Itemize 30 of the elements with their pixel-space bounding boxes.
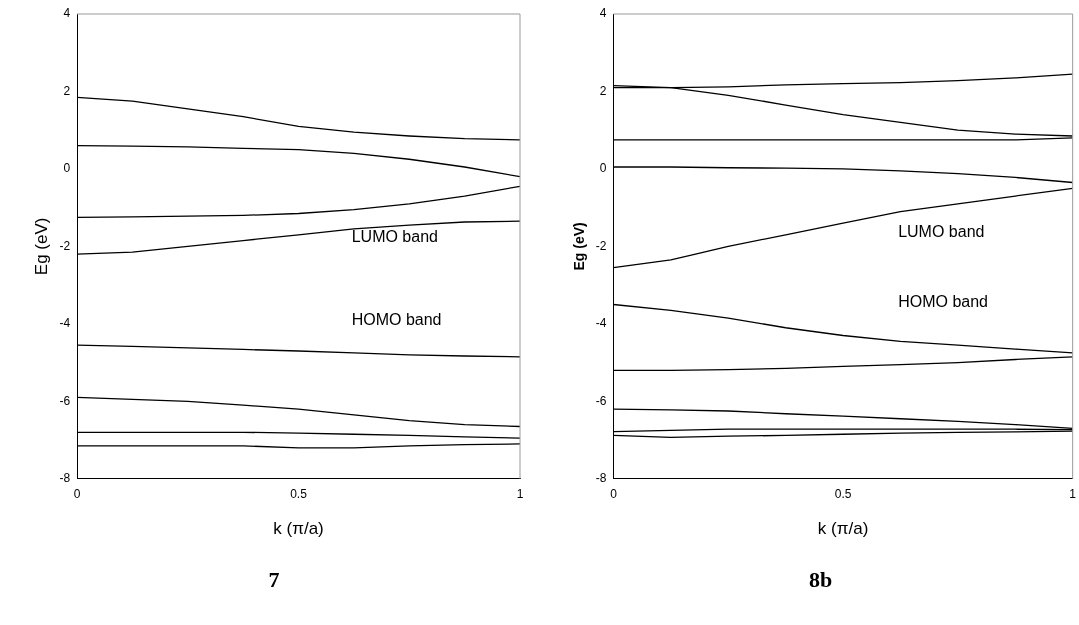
x-axis-title: k (π/a) bbox=[273, 519, 324, 539]
y-tick-label: 4 bbox=[599, 6, 607, 21]
x-tick-label: 0 bbox=[73, 487, 81, 502]
y-tick-label: -4 bbox=[59, 316, 71, 331]
x-tick-label: 1 bbox=[516, 487, 524, 502]
x-tick-label: 0.5 bbox=[834, 487, 852, 502]
y-axis-title: Eg (eV) bbox=[571, 222, 588, 271]
annotation: LUMO band bbox=[898, 222, 985, 240]
y-tick-label: 0 bbox=[63, 161, 71, 176]
x-tick-label: 0.5 bbox=[290, 487, 308, 502]
y-tick-label: -2 bbox=[595, 238, 607, 253]
y-tick-label: 2 bbox=[599, 83, 607, 98]
y-tick-label: -8 bbox=[595, 471, 607, 486]
y-tick-label: -2 bbox=[59, 238, 71, 253]
y-tick-label: 2 bbox=[63, 83, 71, 98]
y-tick-label: 4 bbox=[63, 6, 71, 21]
annotation: HOMO band bbox=[898, 292, 988, 310]
text: 8b bbox=[808, 567, 833, 593]
x-tick-label: 0 bbox=[610, 487, 618, 502]
y-tick-label: -6 bbox=[595, 393, 607, 408]
x-axis-title: k (π/a) bbox=[817, 519, 869, 539]
y-axis-title: Eg (eV) bbox=[31, 217, 51, 276]
y-tick-label: -8 bbox=[59, 471, 71, 486]
y-tick-label: 0 bbox=[599, 161, 607, 176]
y-tick-label: -6 bbox=[59, 393, 71, 408]
annotation: HOMO band bbox=[351, 311, 442, 329]
y-tick-label: -4 bbox=[595, 316, 607, 331]
text: 7 bbox=[268, 567, 280, 593]
x-tick-label: 1 bbox=[1069, 487, 1077, 502]
annotation: LUMO band bbox=[351, 227, 438, 245]
